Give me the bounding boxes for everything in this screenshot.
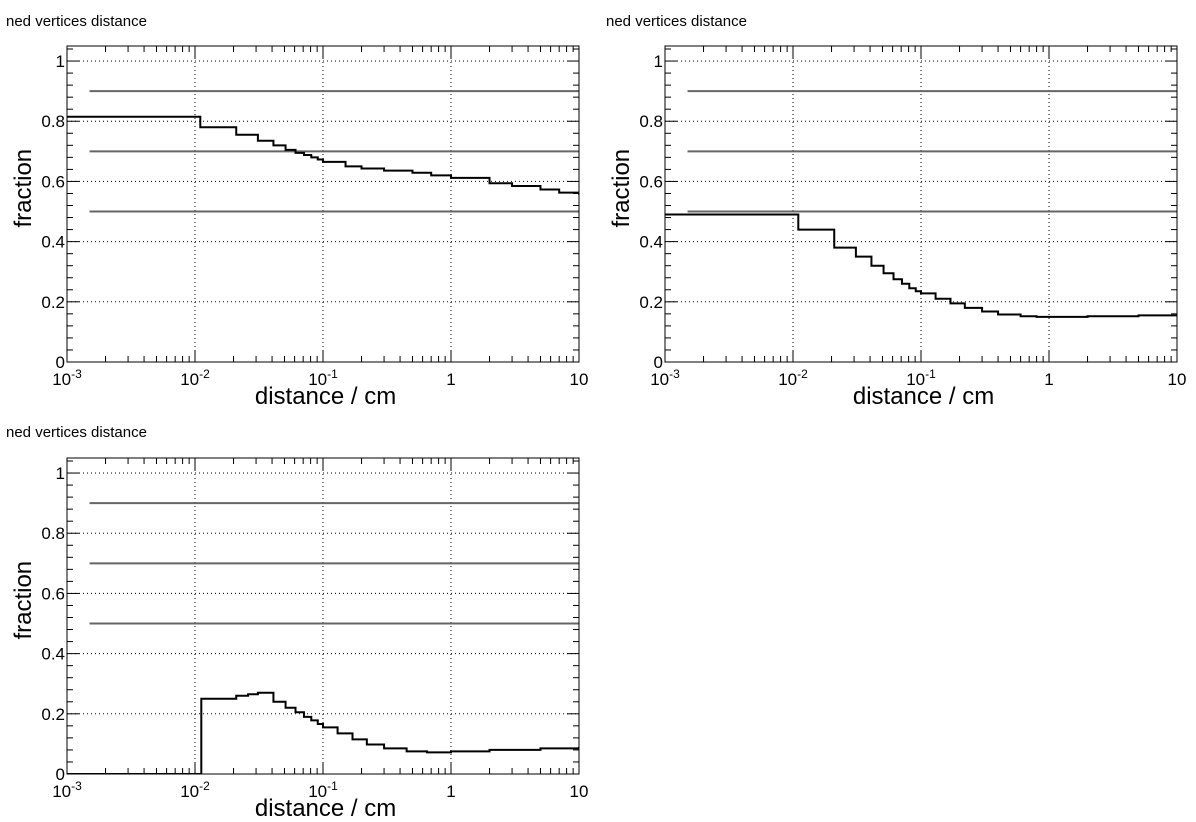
x-tick-label: 10-2 [778, 367, 808, 389]
chart-title: ned vertices distance [6, 424, 147, 441]
y-axis-label: fraction [10, 561, 37, 640]
y-tick-label: 0.4 [41, 233, 65, 252]
series-step-line [665, 213, 1177, 318]
x-tick-label: 10-3 [650, 367, 680, 389]
x-tick-label: 1 [1044, 370, 1053, 389]
y-tick-label: 0 [56, 353, 65, 372]
x-tick-label: 1 [446, 782, 455, 801]
x-axis-label: distance / cm [255, 383, 396, 410]
x-tick-label: 10-2 [180, 779, 210, 801]
x-tick-label: 10-1 [308, 367, 338, 389]
x-tick-label: 10 [570, 782, 589, 801]
x-axis-label: distance / cm [853, 383, 994, 410]
y-tick-label: 0.6 [41, 172, 65, 191]
chart-title: ned vertices distance [6, 13, 147, 30]
y-tick-label: 1 [56, 52, 65, 71]
x-tick-label: 10 [1168, 370, 1187, 389]
y-tick-label: 0.2 [41, 705, 65, 724]
y-tick-label: 0.8 [41, 112, 65, 131]
chart-panel-1: ned vertices distance 0 0.2 0.4 0.6 0.8 1 10-3 1… [6, 13, 588, 410]
x-tick-label: 10-3 [52, 367, 82, 389]
y-tick-label: 1 [654, 52, 663, 71]
x-tick-label: 10-2 [180, 367, 210, 389]
y-tick-label: 0.4 [639, 233, 663, 252]
series-step-line [67, 115, 579, 195]
y-axis-label: fraction [608, 149, 635, 228]
series-step-line [67, 691, 579, 774]
chart-panel-3: ned vertices distance 0 0.2 0.4 0.6 0.8 1 10-3 1… [6, 424, 588, 822]
x-tick-label: 10-1 [308, 779, 338, 801]
chart-panel-2: ned vertices distance 0 0.2 0.4 0.6 0.8 1 10-3 1… [606, 13, 1186, 410]
y-tick-label: 0.4 [41, 645, 65, 664]
y-axis-label: fraction [10, 149, 37, 228]
y-tick-label: 0.2 [639, 293, 663, 312]
y-tick-label: 0 [56, 765, 65, 784]
y-tick-label: 0.6 [639, 172, 663, 191]
y-tick-label: 0.2 [41, 293, 65, 312]
chart-title: ned vertices distance [606, 13, 747, 30]
x-tick-label: 10 [570, 370, 589, 389]
x-tick-label: 1 [446, 370, 455, 389]
y-tick-label: 0.8 [41, 524, 65, 543]
x-tick-label: 10-1 [906, 367, 936, 389]
y-tick-label: 0.6 [41, 584, 65, 603]
y-tick-label: 1 [56, 464, 65, 483]
x-axis-label: distance / cm [255, 795, 396, 822]
y-tick-label: 0 [654, 353, 663, 372]
x-tick-label: 10-3 [52, 779, 82, 801]
y-tick-label: 0.8 [639, 112, 663, 131]
